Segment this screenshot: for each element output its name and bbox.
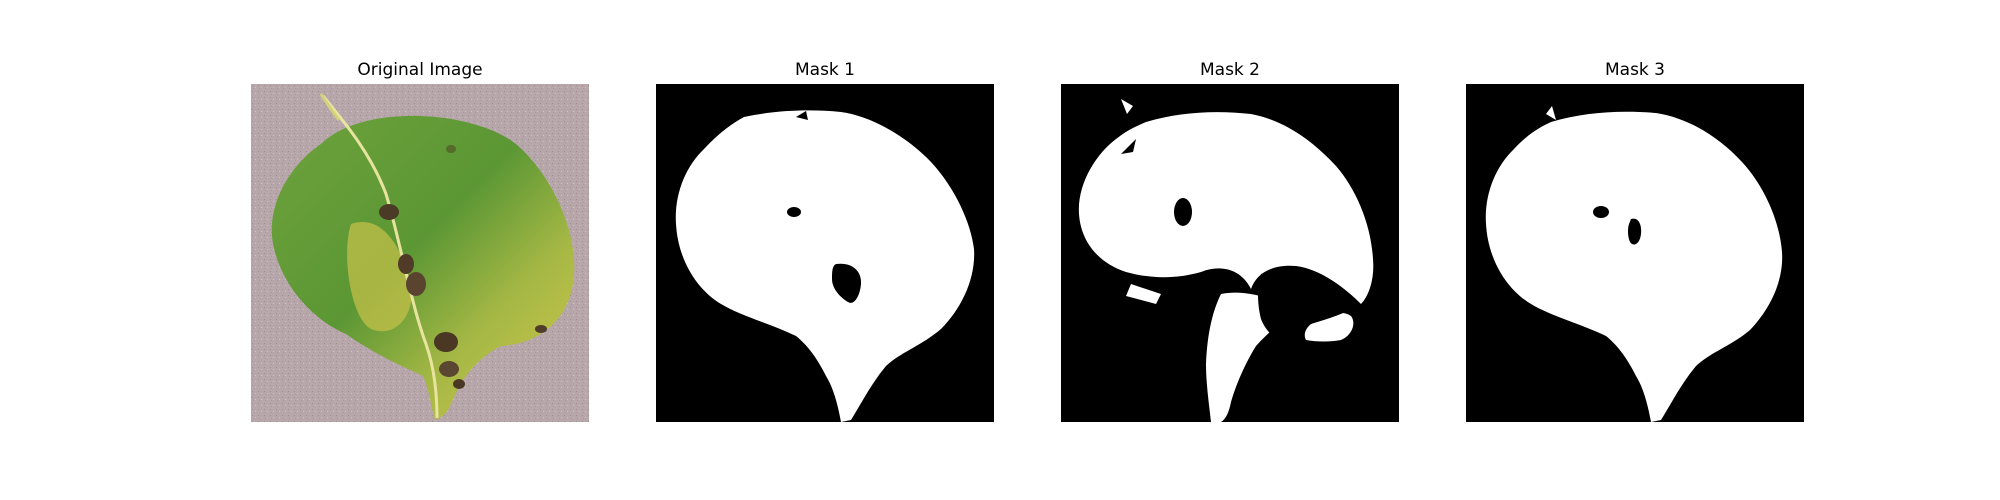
mask-2-image — [1061, 84, 1399, 422]
original-leaf-image — [251, 84, 589, 422]
panel-title: Mask 1 — [794, 60, 855, 80]
panel-title: Original Image — [357, 60, 483, 80]
panel-title: Mask 3 — [1604, 60, 1665, 80]
panel-title: Mask 2 — [1199, 60, 1260, 80]
mask-1-image — [656, 84, 994, 422]
mask-3-image — [1466, 84, 1804, 422]
